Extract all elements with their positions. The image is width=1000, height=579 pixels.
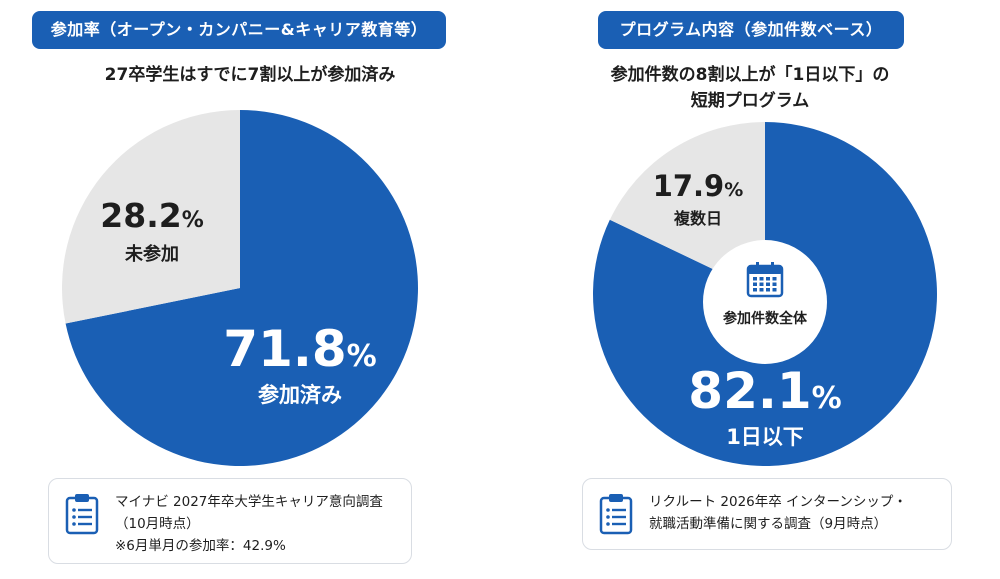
program-source-note: リクルート 2026年卒 インターンシップ・ 就職活動準備に関する調査（9月時点… bbox=[582, 478, 952, 550]
title-line: 参加件数の8割以上が「1日以下」の bbox=[610, 65, 890, 85]
pie-slice-participated bbox=[65, 110, 418, 467]
program-pie-chart: 参加件数全体 82.1% 1日以下 17.9% 複数日 bbox=[593, 122, 938, 467]
multi-day-category-label: 複数日 bbox=[673, 209, 722, 228]
participation-rate-title: 27卒学生はすでに7割以上が参加済み bbox=[104, 65, 396, 85]
source-line: 就職活動準備に関する調査（9月時点） bbox=[649, 516, 888, 532]
source-line: ※6月単月の参加率：42.9% bbox=[115, 538, 286, 554]
participated-value-label: 71.8% bbox=[223, 320, 376, 378]
participation-source-note: マイナビ 2027年卒大学生キャリア意向調査 （10月時点） ※6月単月の参加率… bbox=[48, 478, 412, 564]
participated-category-label: 参加済み bbox=[258, 383, 342, 407]
pie-slice-not-participated bbox=[62, 110, 240, 324]
source-line: （10月時点） bbox=[115, 516, 200, 532]
program-content-header: プログラム内容（参加件数ベース） bbox=[598, 11, 904, 49]
multi-day-value-label: 17.9% bbox=[653, 169, 744, 203]
participation-pie-chart: 71.8% 参加済み 28.2% 未参加 bbox=[62, 110, 418, 467]
title-line: 短期プログラム bbox=[690, 91, 810, 111]
program-content-title: 参加件数の8割以上が「1日以下」の 短期プログラム bbox=[500, 62, 1000, 114]
participation-rate-panel: 参加率（オープン・カンパニー&キャリア教育等） 27卒学生はすでに7割以上が参加… bbox=[32, 11, 446, 564]
document-icon bbox=[65, 494, 99, 535]
not-participated-value-label: 28.2% bbox=[100, 196, 203, 235]
participation-rate-header: 参加率（オープン・カンパニー&キャリア教育等） bbox=[32, 11, 446, 49]
source-line: リクルート 2026年卒 インターンシップ・ bbox=[649, 494, 907, 510]
not-participated-category-label: 未参加 bbox=[125, 243, 179, 265]
center-label: 参加件数全体 bbox=[723, 310, 808, 327]
source-line: マイナビ 2027年卒大学生キャリア意向調査 bbox=[115, 494, 383, 510]
pie-slice-multi-day bbox=[609, 122, 765, 294]
document-icon bbox=[599, 494, 633, 535]
one-day-category-label: 1日以下 bbox=[726, 425, 804, 449]
one-day-value-label: 82.1% bbox=[688, 362, 841, 420]
pie-center-circle bbox=[703, 240, 827, 364]
program-content-panel: プログラム内容（参加件数ベース） 参加件数の8割以上が「1日以下」の 短期プログ… bbox=[500, 0, 1000, 579]
calendar-icon bbox=[746, 262, 784, 298]
